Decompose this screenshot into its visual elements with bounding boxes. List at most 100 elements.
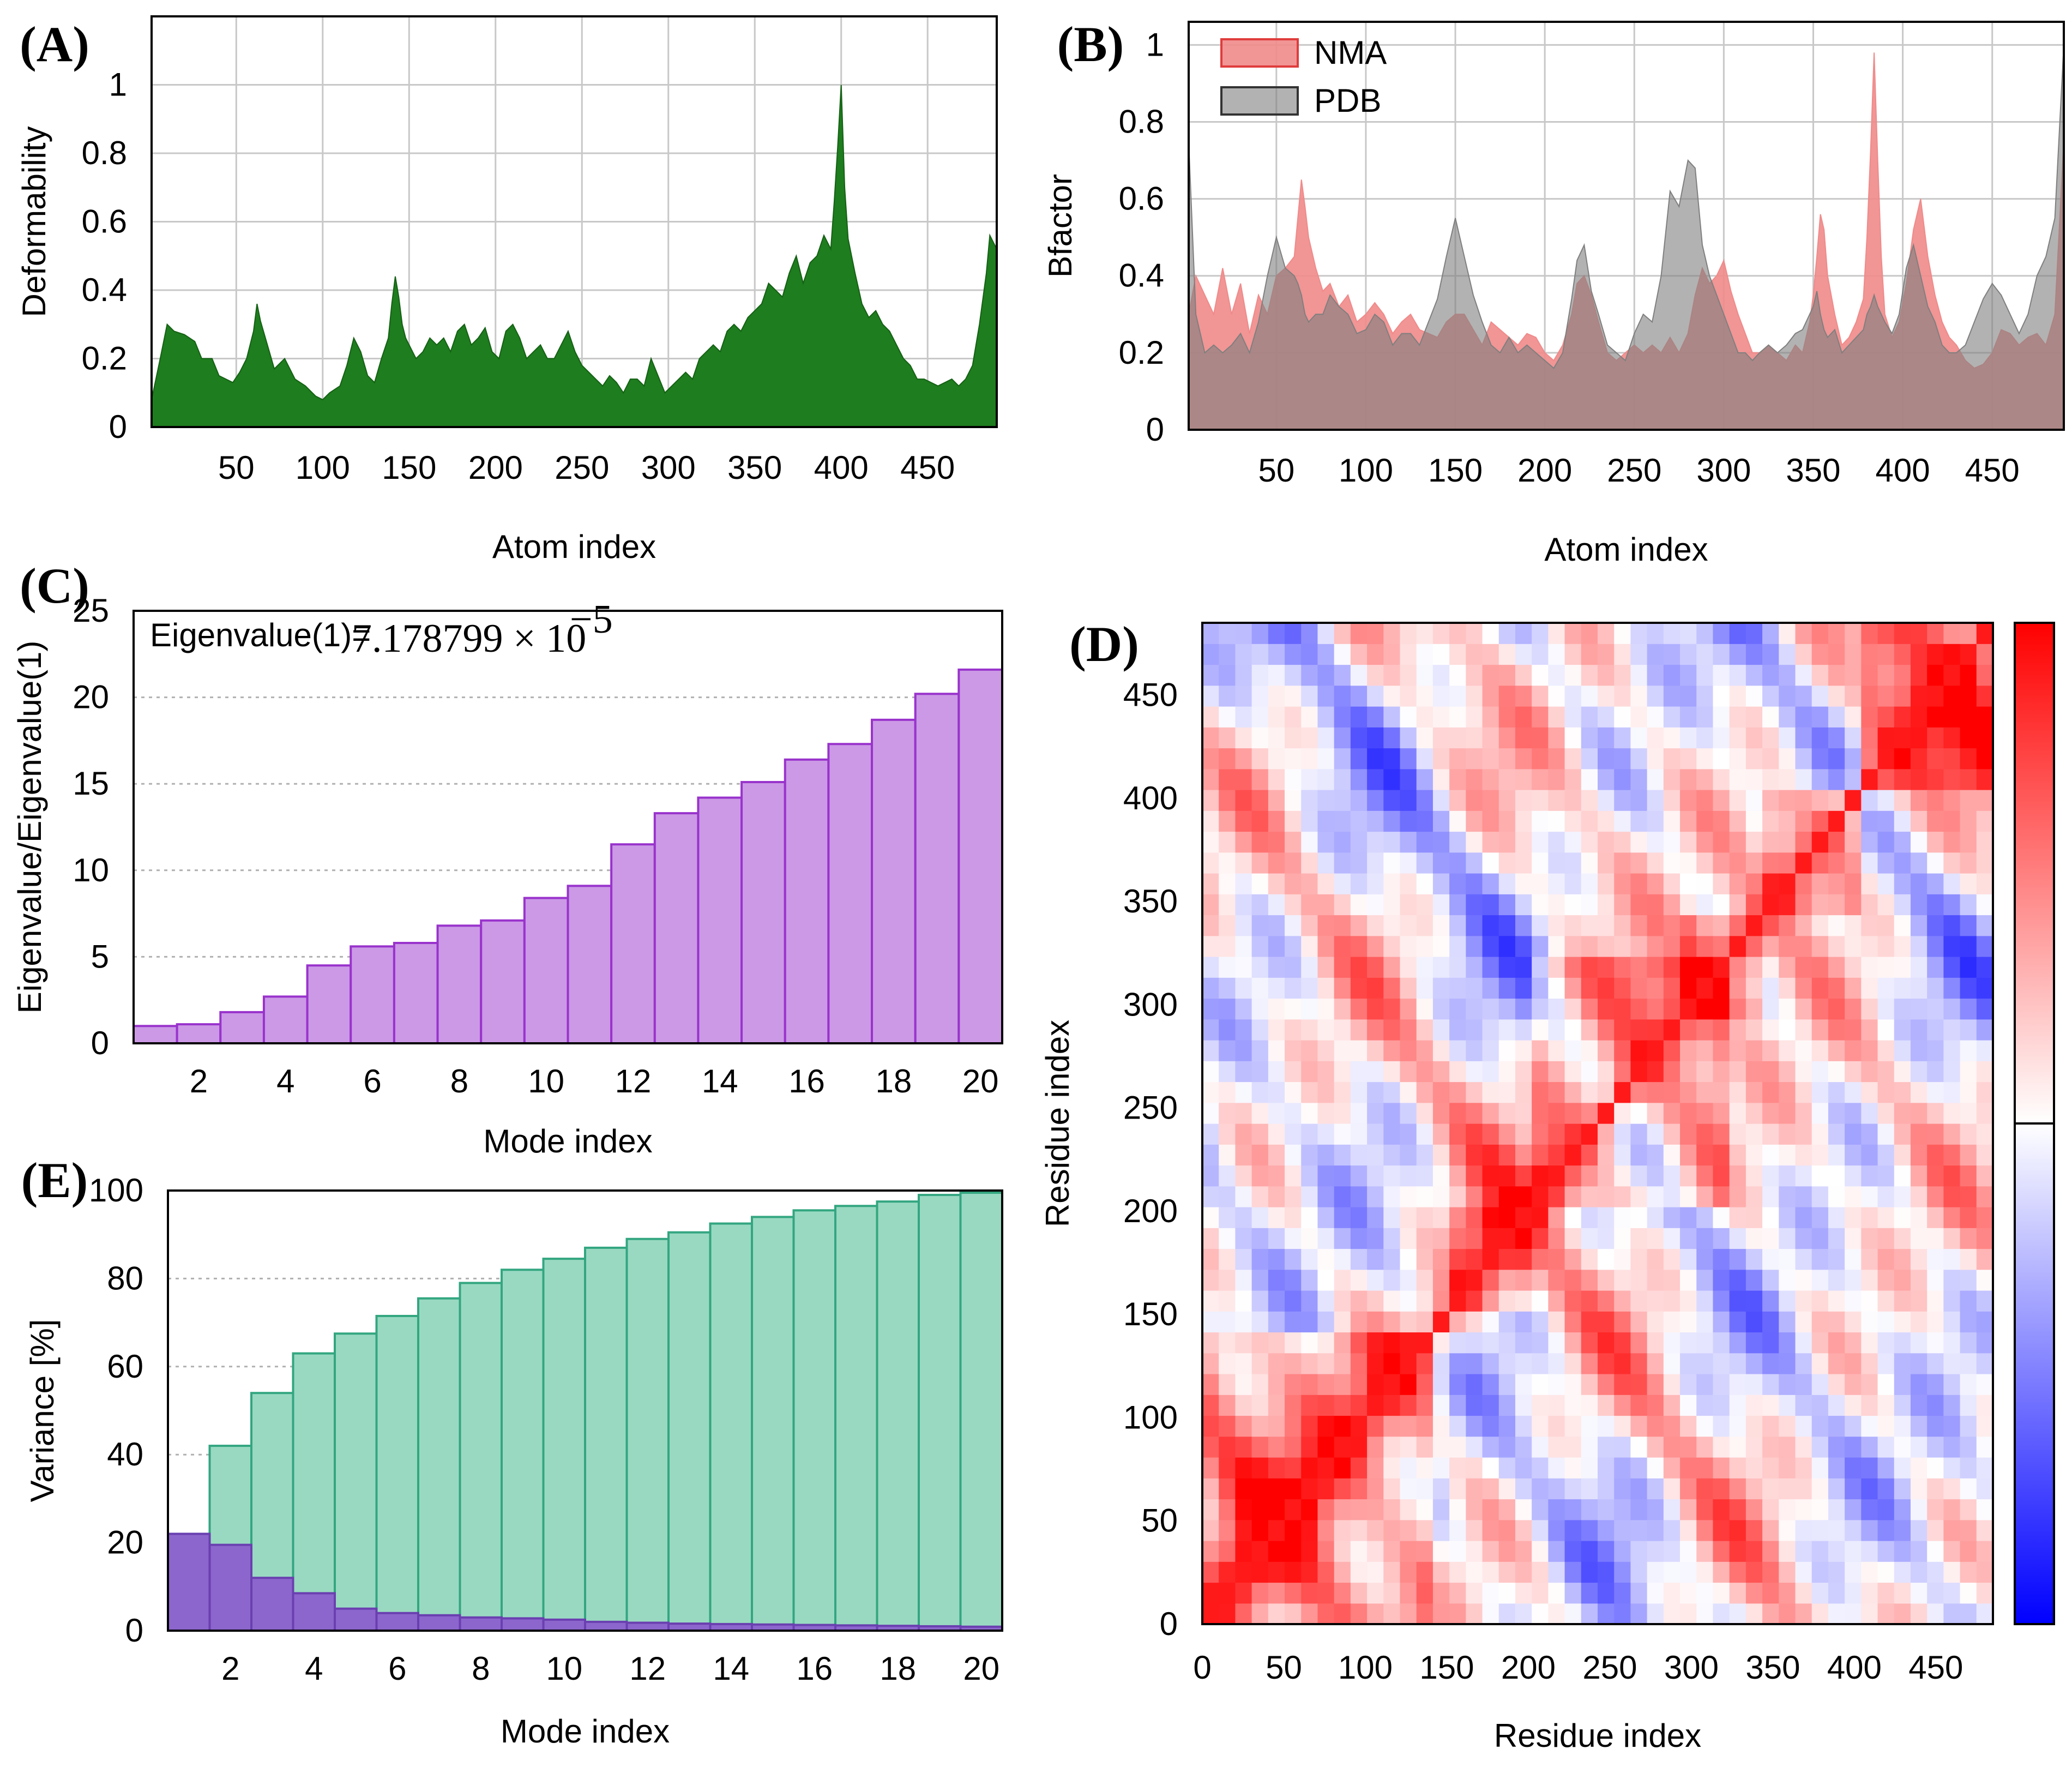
heatmap-cell — [1845, 1269, 1862, 1291]
plot-frame — [1201, 622, 1994, 1625]
heatmap-cell — [1334, 1436, 1351, 1458]
heatmap-cell — [1811, 1102, 1829, 1124]
heatmap-cell — [1960, 1478, 1977, 1500]
heatmap-cell — [1301, 1436, 1318, 1458]
heatmap-cell — [1779, 1353, 1796, 1374]
heatmap-cell — [1696, 1603, 1714, 1625]
cumulative-variance-bar — [709, 1222, 753, 1632]
heatmap-cell — [1713, 1395, 1730, 1416]
heatmap-cell — [1713, 957, 1730, 978]
heatmap-cell — [1745, 1499, 1763, 1520]
heatmap-cell — [1219, 790, 1236, 811]
heatmap-cell — [1696, 1374, 1714, 1395]
heatmap-cell — [1861, 894, 1878, 916]
heatmap-cell — [1598, 1081, 1615, 1103]
heatmap-cell — [1861, 644, 1878, 665]
heatmap-cell — [1548, 790, 1565, 811]
heatmap-cell — [1680, 998, 1697, 1020]
heatmap-cell — [1713, 727, 1730, 749]
heatmap-cell — [1976, 1332, 1993, 1354]
heatmap-cell — [1498, 831, 1516, 853]
heatmap-cell — [1301, 915, 1318, 936]
heatmap-cell — [1515, 1603, 1532, 1625]
heatmap-cell — [1713, 1311, 1730, 1333]
heatmap-cell — [1910, 1144, 1928, 1166]
heatmap-cell — [1251, 1061, 1269, 1083]
heatmap-cell — [1449, 1499, 1466, 1520]
heatmap-cell — [1845, 685, 1862, 707]
heatmap-cell — [1350, 1374, 1368, 1395]
heatmap-cell — [1219, 706, 1236, 728]
heatmap-cell — [1828, 1478, 1845, 1500]
heatmap-cell — [1779, 1207, 1796, 1228]
heatmap-cell — [1301, 1040, 1318, 1061]
heatmap-cell — [1894, 894, 1911, 916]
heatmap-cell — [1432, 1519, 1450, 1541]
heatmap-cell — [1400, 1353, 1417, 1374]
heatmap-cell — [1960, 894, 1977, 916]
heatmap-cell — [1779, 623, 1796, 644]
heatmap-cell — [1317, 873, 1335, 894]
heatmap-cell — [1811, 1186, 1829, 1207]
heatmap-cell — [1680, 1436, 1697, 1458]
heatmap-cell — [1334, 644, 1351, 665]
heatmap-cell — [1877, 894, 1895, 916]
heatmap-cell — [1235, 1040, 1252, 1061]
heatmap-cell — [1268, 1061, 1285, 1083]
heatmap-cell — [1202, 1228, 1219, 1249]
heatmap-cell — [1943, 1269, 1961, 1291]
heatmap-cell — [1845, 1332, 1862, 1354]
heatmap-cell — [1564, 1061, 1582, 1083]
heatmap-cell — [1828, 1519, 1845, 1541]
heatmap-cell — [1515, 1061, 1532, 1083]
heatmap-cell — [1828, 873, 1845, 894]
heatmap-cell — [1861, 1165, 1878, 1187]
heatmap-cell — [1416, 748, 1433, 770]
heatmap-cell — [1861, 1040, 1878, 1061]
heatmap-cell — [1482, 1353, 1499, 1374]
heatmap-cell — [1960, 727, 1977, 749]
heatmap-cell — [1680, 727, 1697, 749]
heatmap-cell — [1713, 1165, 1730, 1187]
heatmap-cell — [1663, 1061, 1681, 1083]
heatmap-cell — [1515, 1207, 1532, 1228]
heatmap-cell — [1696, 1144, 1714, 1166]
heatmap-cell — [1268, 915, 1285, 936]
heatmap-cell — [1285, 644, 1302, 665]
heatmap-cell — [1367, 706, 1384, 728]
heatmap-cell — [1811, 1228, 1829, 1249]
heatmap-cell — [1251, 1290, 1269, 1312]
heatmap-cell — [1680, 1040, 1697, 1061]
heatmap-cell — [1960, 1415, 1977, 1437]
plot-frame — [167, 1189, 1003, 1632]
heatmap-cell — [1811, 685, 1829, 707]
heatmap-cell — [1416, 894, 1433, 916]
heatmap-cell — [1811, 1436, 1829, 1458]
individual-variance-bar — [208, 1543, 252, 1632]
heatmap-cell — [1729, 1311, 1746, 1333]
heatmap-cell — [1696, 1436, 1714, 1458]
heatmap-cell — [1449, 1061, 1466, 1083]
heatmap-cell — [1943, 810, 1961, 832]
heatmap-cell — [1466, 1415, 1483, 1437]
heatmap-cell — [1614, 1353, 1631, 1374]
heatmap-cell — [1515, 1353, 1532, 1374]
heatmap-cell — [1811, 915, 1829, 936]
heatmap-cell — [1466, 873, 1483, 894]
heatmap-cell — [1235, 1353, 1252, 1374]
heatmap-cell — [1894, 1457, 1911, 1478]
heatmap-cell — [1910, 1436, 1928, 1458]
heatmap-cell — [1334, 1457, 1351, 1478]
heatmap-cell — [1745, 831, 1763, 853]
heatmap-cell — [1877, 706, 1895, 728]
heatmap-cell — [1828, 664, 1845, 686]
heatmap-cell — [1564, 1040, 1582, 1061]
x-tick-label: 100 — [1339, 452, 1393, 489]
heatmap-cell — [1251, 1561, 1269, 1583]
heatmap-cell — [1762, 1165, 1779, 1187]
heatmap-cell — [1976, 1123, 1993, 1145]
heatmap-cell — [1598, 1582, 1615, 1604]
heatmap-cell — [1334, 894, 1351, 916]
heatmap-cell — [1482, 1207, 1499, 1228]
heatmap-cell — [1729, 1561, 1746, 1583]
